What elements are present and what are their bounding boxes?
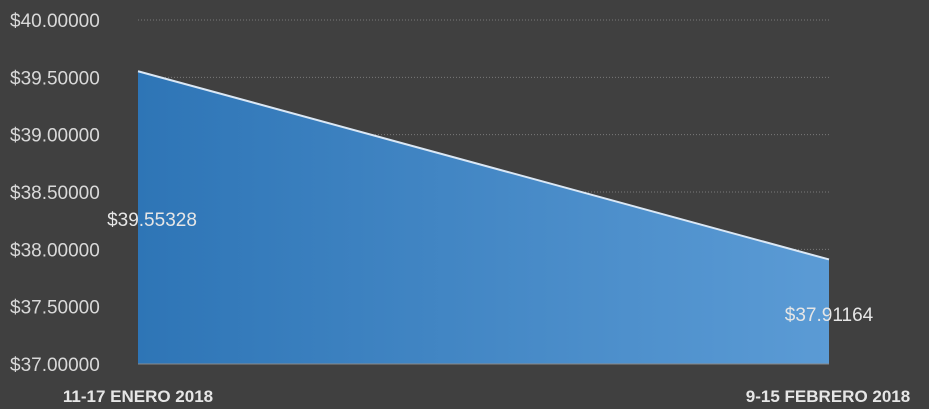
area-fill	[138, 71, 829, 365]
area-top-line	[137, 70, 830, 261]
y-tick-label: $37.50000	[10, 298, 100, 319]
y-tick-label: $39.00000	[10, 126, 100, 147]
y-axis-tick-labels: $37.00000 $37.50000 $38.00000 $38.50000 $39.…	[10, 11, 100, 376]
x-tick-label: 9-15 FEBRERO 2018	[746, 387, 910, 406]
x-tick-label: 11-17 ENERO 2018	[63, 387, 213, 406]
x-axis-tick-labels: 11-17 ENERO 2018 9-15 FEBRERO 2018	[63, 387, 910, 406]
y-tick-label: $38.00000	[10, 240, 100, 261]
data-label: $37.91164	[785, 305, 874, 326]
y-tick-label: $40.00000	[10, 11, 100, 32]
data-labels: $39.55328 $37.91164	[107, 210, 874, 326]
y-tick-label: $39.50000	[10, 68, 100, 89]
data-label: $39.55328	[107, 210, 197, 231]
y-tick-label: $37.00000	[10, 355, 100, 376]
y-tick-label: $38.50000	[10, 183, 100, 204]
area-series	[137, 70, 830, 365]
